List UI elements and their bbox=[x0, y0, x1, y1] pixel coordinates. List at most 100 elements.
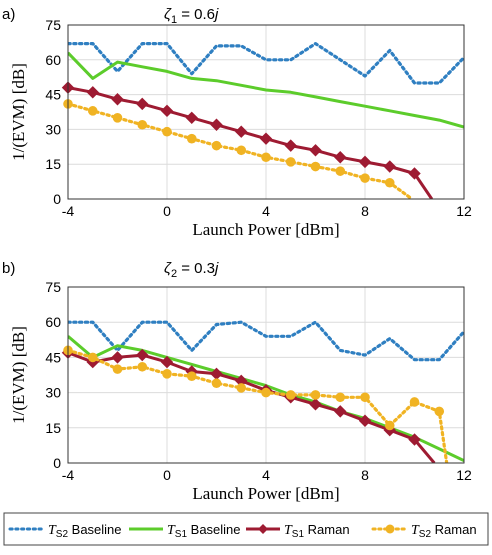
data-point-ts2-raman-a bbox=[310, 161, 321, 172]
y-tick-label: 45 bbox=[45, 349, 61, 365]
plot-frame-a bbox=[67, 24, 465, 200]
y-tick-label: 0 bbox=[53, 191, 61, 207]
data-point-ts1-raman-a bbox=[160, 104, 174, 118]
data-point-ts1-raman-a bbox=[408, 167, 421, 180]
data-point-ts2-raman-b bbox=[87, 352, 98, 363]
data-point-ts1-raman-a bbox=[210, 118, 223, 131]
data-point-ts2-raman-b bbox=[285, 390, 296, 400]
data-point-ts2-raman-b bbox=[186, 371, 197, 381]
data-point-ts1-raman-a bbox=[259, 132, 273, 145]
data-point-ts2-raman-b bbox=[112, 364, 123, 374]
series-line-ts1-raman-a bbox=[68, 86, 434, 199]
legend-item-1: TS1 Baseline bbox=[129, 522, 241, 540]
series-line-ts2-baseline-b bbox=[68, 320, 464, 362]
x-tick-label: 8 bbox=[361, 467, 369, 483]
data-point-ts1-raman-a bbox=[86, 86, 99, 99]
data-point-ts1-raman-b bbox=[160, 355, 174, 369]
data-point-ts2-raman-a bbox=[186, 133, 197, 144]
y-tick-label: 30 bbox=[45, 121, 61, 137]
data-point-ts2-raman-b bbox=[335, 392, 346, 403]
x-tick-label: 0 bbox=[163, 467, 171, 483]
data-point-ts2-raman-a bbox=[360, 173, 370, 183]
data-point-ts2-raman-a bbox=[285, 157, 296, 167]
data-point-ts1-raman-b bbox=[111, 351, 124, 364]
y-axis-label-a: 1/(EVM) [dB] bbox=[9, 63, 28, 161]
data-point-ts2-raman-a bbox=[112, 113, 123, 123]
data-point-ts1-raman-b bbox=[408, 433, 421, 446]
y-tick-label: 15 bbox=[45, 156, 61, 172]
y-tick-label: 0 bbox=[53, 455, 61, 471]
y-tick-label: 75 bbox=[45, 279, 61, 295]
legend-marker-circle bbox=[385, 524, 395, 534]
data-point-ts2-raman-b bbox=[261, 387, 271, 398]
data-point-ts2-raman-a bbox=[87, 106, 98, 116]
data-point-ts1-raman-a bbox=[185, 111, 198, 125]
data-point-ts1-raman-b bbox=[334, 405, 347, 418]
y-tick-label: 30 bbox=[45, 385, 61, 401]
data-point-ts2-raman-b bbox=[310, 390, 321, 400]
legend-item-0: TS2 Baseline bbox=[8, 522, 122, 540]
y-tick-label: 75 bbox=[45, 17, 61, 33]
legend: TS2 Baseline TS1 Baseline TS1 Raman TS2 Ram… bbox=[3, 512, 489, 546]
legend-item-3: TS2 Raman bbox=[371, 522, 477, 540]
y-axis-label-b: 1/(EVM) [dB] bbox=[9, 326, 28, 424]
data-point-ts2-raman-b bbox=[409, 397, 420, 407]
series-line-ts1-baseline-a bbox=[68, 51, 464, 129]
legend-item-2: TS1 Raman bbox=[246, 522, 350, 540]
data-point-ts1-raman-b bbox=[136, 348, 149, 362]
data-point-ts1-raman-b bbox=[358, 414, 372, 427]
data-point-ts2-raman-b bbox=[162, 369, 172, 379]
legend-marker-diamond bbox=[258, 524, 268, 534]
panel-label-a: a) bbox=[2, 6, 15, 23]
data-point-ts1-raman-a bbox=[309, 144, 322, 157]
legend-label: TS2 Raman bbox=[411, 522, 477, 540]
data-point-ts1-raman-a bbox=[334, 151, 347, 164]
x-axis-label-b: Launch Power [dBm] bbox=[192, 484, 339, 503]
data-point-ts2-raman-b bbox=[434, 406, 445, 417]
series-line-ts2-baseline-a bbox=[68, 41, 464, 85]
data-point-ts2-raman-b bbox=[137, 361, 148, 372]
x-tick-label: 4 bbox=[262, 467, 270, 483]
data-point-ts2-raman-a bbox=[137, 119, 148, 130]
data-point-ts1-raman-a bbox=[358, 155, 372, 169]
data-point-ts2-raman-a bbox=[384, 177, 395, 188]
data-point-ts2-raman-b bbox=[236, 383, 247, 393]
series-line-ts2-raman-b bbox=[68, 348, 449, 463]
x-tick-label: -4 bbox=[62, 467, 75, 483]
data-point-ts1-raman-b bbox=[309, 398, 322, 411]
data-point-ts2-raman-a bbox=[211, 140, 222, 151]
data-point-ts2-raman-a bbox=[335, 166, 346, 176]
y-tick-label: 60 bbox=[45, 52, 61, 68]
legend-label: TS2 Baseline bbox=[48, 522, 122, 540]
data-point-ts2-raman-a bbox=[162, 126, 172, 137]
y-tick-label: 60 bbox=[45, 314, 61, 330]
data-point-ts2-raman-b bbox=[360, 392, 370, 403]
panel-label-b: b) bbox=[2, 260, 15, 277]
x-tick-label: 12 bbox=[456, 467, 472, 483]
data-point-ts1-raman-a bbox=[136, 97, 149, 111]
data-point-ts1-raman-a bbox=[383, 160, 396, 173]
legend-label: TS1 Baseline bbox=[167, 522, 241, 540]
plot-frame-b bbox=[67, 286, 465, 464]
x-tick-label: 12 bbox=[456, 203, 472, 219]
x-tick-label: 8 bbox=[361, 203, 369, 219]
x-tick-label: 0 bbox=[163, 203, 171, 219]
x-tick-label: -4 bbox=[62, 203, 75, 219]
data-point-ts1-raman-a bbox=[284, 139, 297, 152]
data-point-ts2-raman-a bbox=[261, 152, 271, 163]
chart-title-a: ζ1 = 0.6j bbox=[164, 6, 219, 26]
chart-title-b: ζ2 = 0.3j bbox=[164, 260, 219, 280]
data-point-ts1-raman-a bbox=[111, 93, 124, 106]
x-tick-label: 4 bbox=[262, 203, 270, 219]
data-point-ts2-raman-a bbox=[236, 145, 247, 156]
data-point-ts2-raman-b bbox=[384, 420, 395, 431]
legend-label: TS1 Raman bbox=[284, 522, 350, 540]
x-axis-label-a: Launch Power [dBm] bbox=[192, 220, 339, 239]
y-tick-label: 15 bbox=[45, 420, 61, 436]
data-point-ts2-raman-b bbox=[211, 378, 222, 389]
data-point-ts1-raman-a bbox=[235, 125, 248, 138]
series-line-ts1-raman-b bbox=[68, 351, 436, 463]
